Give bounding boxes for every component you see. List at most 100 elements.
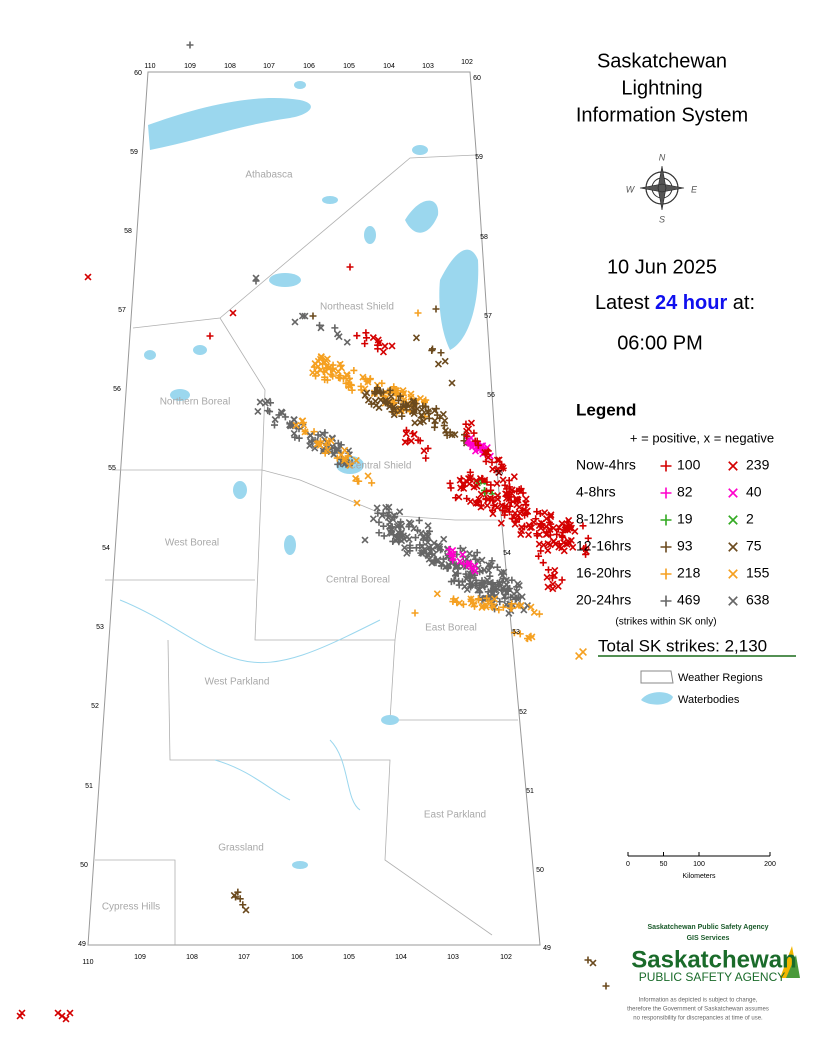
logo-mark <box>780 946 800 978</box>
legend-positive-symbol <box>660 541 672 553</box>
strike <box>500 568 508 576</box>
strike <box>396 407 404 415</box>
strike <box>555 523 563 532</box>
strike <box>467 419 476 427</box>
strike <box>62 1015 70 1023</box>
strike <box>544 583 552 591</box>
strike <box>505 476 513 484</box>
strike <box>494 492 502 500</box>
strike <box>317 324 325 332</box>
strike <box>329 372 337 380</box>
strike <box>445 561 453 569</box>
strike <box>453 598 461 606</box>
strike <box>488 586 496 594</box>
strike <box>432 305 440 313</box>
strike <box>462 420 470 428</box>
legend-positive-count: 93 <box>677 538 693 554</box>
strike <box>466 550 474 558</box>
longitude-label: 106 <box>291 954 303 961</box>
legend-positive-count: 100 <box>677 457 701 473</box>
strike <box>429 545 437 553</box>
strike <box>418 542 426 550</box>
strike <box>479 602 487 610</box>
latitude-label: 55 <box>108 465 116 472</box>
strike <box>501 511 509 519</box>
strike <box>410 430 418 438</box>
disclaimer: Information as depicted is subject to ch… <box>639 998 758 1004</box>
agency-credit: GIS Services <box>687 935 730 942</box>
strike <box>388 342 396 350</box>
latitude-label: 56 <box>487 392 495 399</box>
strike <box>306 431 314 439</box>
strike <box>450 576 458 584</box>
legend-row-label: 8-12hrs <box>576 511 623 527</box>
strike <box>545 518 553 526</box>
strike <box>463 586 471 594</box>
strike <box>471 602 479 610</box>
strike <box>252 277 260 285</box>
strike <box>266 399 274 407</box>
strike <box>327 437 335 445</box>
strike <box>343 372 351 380</box>
strike <box>447 484 455 492</box>
strike <box>323 376 331 384</box>
legend-row-label: 20-24hrs <box>576 592 631 608</box>
latitude-label: 51 <box>85 783 93 790</box>
latitude-label: 55 <box>495 470 503 477</box>
strike <box>584 534 592 542</box>
strike <box>482 495 490 503</box>
strike <box>375 518 383 526</box>
strike <box>331 444 339 452</box>
strike <box>483 448 491 456</box>
strike <box>425 527 433 535</box>
title-line: Saskatchewan <box>597 50 727 72</box>
legend-negative-symbol <box>728 569 738 579</box>
legend-positive-symbol <box>660 568 672 580</box>
strike <box>486 572 494 580</box>
legend-total-symbol <box>575 652 583 660</box>
latitude-label: 51 <box>526 788 534 795</box>
strike <box>470 429 478 437</box>
strike <box>422 454 430 462</box>
region-label: Central Boreal <box>326 575 390 586</box>
longitude-label: 102 <box>500 954 512 961</box>
longitude-label: 104 <box>383 63 395 70</box>
strikes <box>16 41 610 1023</box>
strike <box>375 339 383 347</box>
rivers <box>119 599 381 811</box>
strike <box>440 535 448 543</box>
strike <box>412 334 420 342</box>
strike <box>18 1009 26 1017</box>
strike <box>515 503 523 511</box>
region-label: Northern Boreal <box>160 397 231 408</box>
strike <box>558 576 566 584</box>
strike <box>542 530 550 538</box>
strike <box>361 385 369 393</box>
strike <box>381 342 389 350</box>
legend-negative-symbol <box>728 596 738 606</box>
strike <box>506 502 514 510</box>
legend-waterbodies: Waterbodies <box>678 694 740 706</box>
compass-e: E <box>691 184 698 194</box>
strike <box>310 428 318 436</box>
latitude-label: 50 <box>80 862 88 869</box>
strike <box>396 392 404 400</box>
region-label: Cypress Hills <box>102 902 160 913</box>
strike <box>493 563 501 571</box>
longitude-label: 105 <box>343 63 355 70</box>
strike <box>337 361 345 369</box>
strike <box>411 609 419 617</box>
strike <box>502 580 510 589</box>
strike <box>414 526 422 534</box>
strike <box>340 456 348 465</box>
longitude-label: 109 <box>184 63 196 70</box>
latitude-label: 59 <box>130 149 138 156</box>
strike <box>524 635 532 643</box>
region-label: Central Shield <box>349 461 412 472</box>
strike <box>416 418 424 426</box>
latitude-label: 58 <box>124 228 132 235</box>
latitude-label: 53 <box>512 629 520 636</box>
strike <box>397 403 405 411</box>
strike <box>254 407 262 415</box>
longitude-label: 109 <box>134 954 146 961</box>
